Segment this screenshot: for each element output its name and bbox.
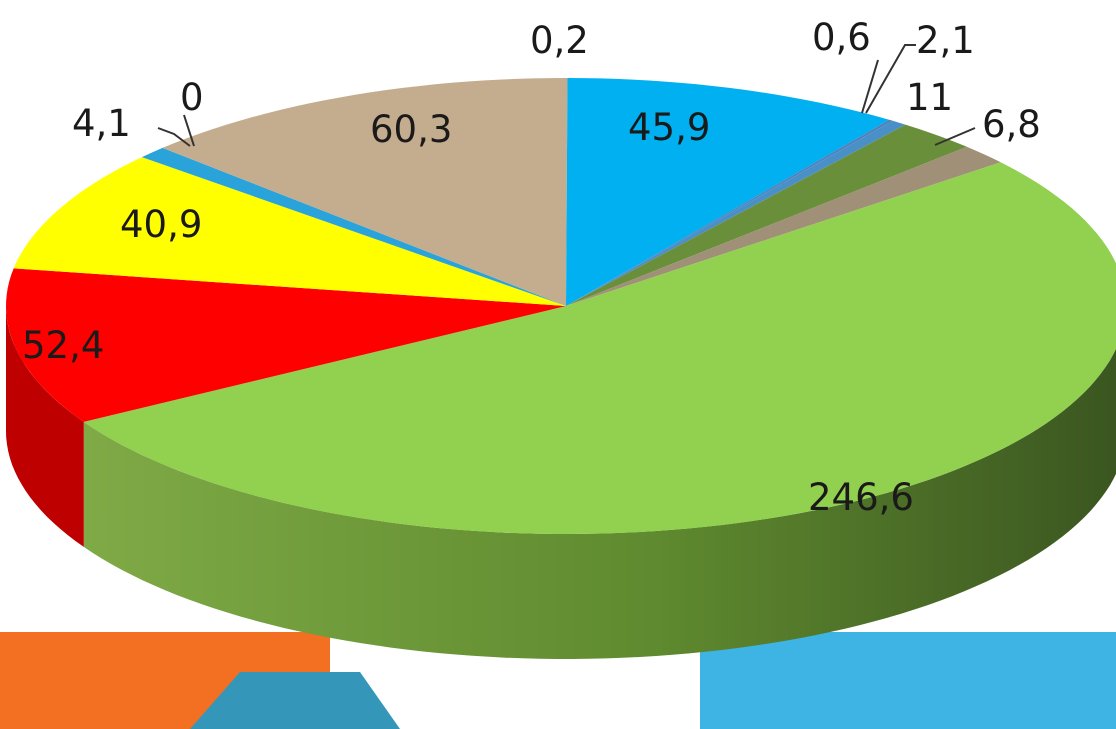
pie-sides	[6, 306, 1116, 659]
slice-top-7	[6, 268, 566, 422]
slice-top-5	[566, 146, 1001, 306]
label-60-3: 60,3	[370, 108, 452, 151]
leader-line-3	[157, 127, 191, 147]
label-0: 0	[180, 76, 204, 119]
label-6-8: 6,8	[982, 103, 1041, 146]
slice-side-6	[83, 348, 1116, 659]
slice-top-2	[566, 119, 893, 306]
leader-line-0	[861, 59, 879, 114]
slice-top-8	[13, 157, 566, 306]
label-246-6: 246,6	[808, 476, 914, 519]
label-40-9: 40,9	[120, 203, 202, 246]
footer-band-blue	[700, 632, 1116, 729]
slice-top-6	[83, 162, 1116, 534]
label-11: 11	[906, 76, 953, 119]
leader-line-2	[934, 127, 976, 146]
label-52-4: 52,4	[22, 324, 104, 367]
slice-top-11	[162, 78, 566, 306]
label-2-1: 2,1	[916, 19, 975, 62]
label-45-9: 45,9	[628, 106, 710, 149]
leader-line-1	[865, 44, 916, 114]
slice-side-7	[6, 306, 84, 547]
slice-top-4	[566, 124, 967, 306]
leader-line-4	[183, 114, 195, 147]
pie-tops	[6, 78, 1116, 534]
slice-top-1	[566, 78, 890, 306]
footer-band-dark-blue	[190, 672, 400, 729]
label-0-6: 0,6	[812, 16, 871, 59]
label-4-1: 4,1	[72, 102, 131, 145]
slice-top-9	[141, 147, 566, 306]
slice-top-3	[566, 120, 906, 306]
label-0-2: 0,2	[530, 19, 589, 62]
leader-lines	[157, 44, 976, 147]
